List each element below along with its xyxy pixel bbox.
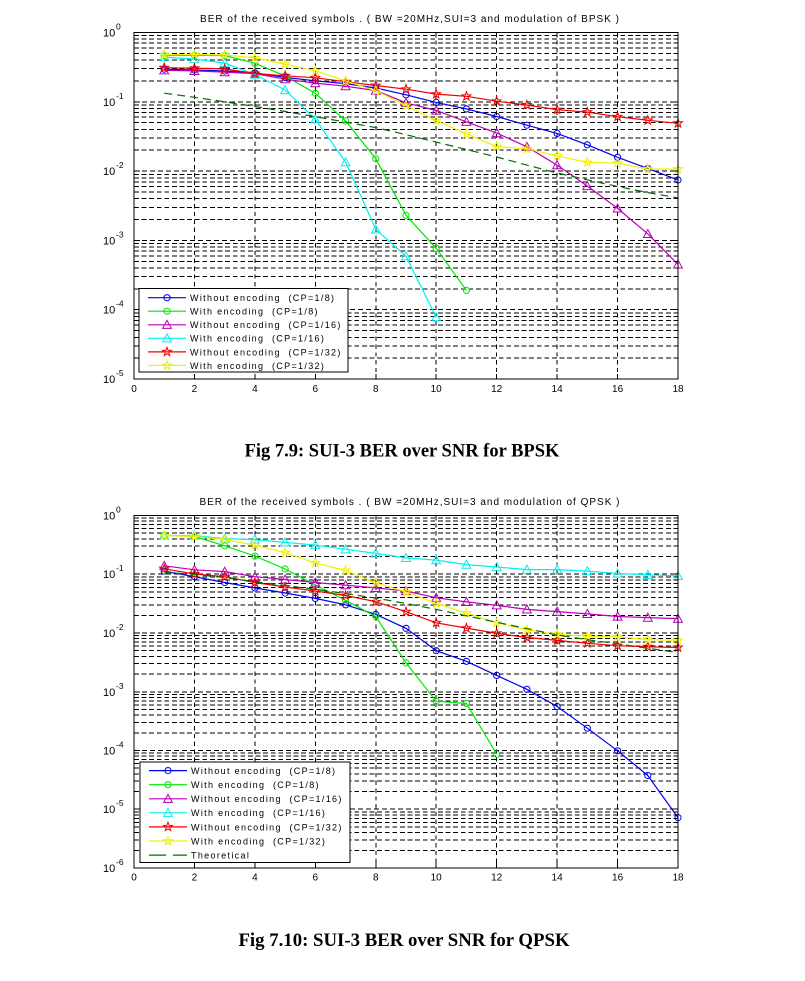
svg-text:10: 10 bbox=[103, 746, 115, 758]
svg-text:-6: -6 bbox=[116, 857, 124, 867]
svg-text:14: 14 bbox=[552, 873, 564, 884]
svg-text:16: 16 bbox=[612, 384, 624, 395]
svg-text:10: 10 bbox=[431, 873, 443, 884]
svg-text:-2: -2 bbox=[116, 622, 124, 632]
svg-text:With encoding (CP=1/32): With encoding (CP=1/32) bbox=[191, 836, 326, 846]
svg-text:-1: -1 bbox=[116, 91, 124, 101]
svg-text:-3: -3 bbox=[116, 229, 124, 239]
svg-text:With encoding (CP=1/32): With encoding (CP=1/32) bbox=[190, 361, 325, 371]
svg-text:Without encoding (CP=1/32): Without encoding (CP=1/32) bbox=[190, 347, 342, 357]
svg-text:6: 6 bbox=[313, 384, 319, 395]
svg-text:BER of the received symbols .: BER of the received symbols . ( BW =20MH… bbox=[200, 14, 620, 25]
svg-text:0: 0 bbox=[131, 384, 137, 395]
svg-text:-1: -1 bbox=[116, 563, 124, 573]
svg-text:Without encoding (CP=1/8): Without encoding (CP=1/8) bbox=[190, 293, 335, 303]
svg-text:With encoding (CP=1/16): With encoding (CP=1/16) bbox=[190, 334, 325, 344]
svg-text:10: 10 bbox=[103, 166, 115, 178]
svg-text:6: 6 bbox=[313, 873, 319, 884]
svg-text:-5: -5 bbox=[116, 798, 124, 808]
svg-text:Without encoding (CP=1/16): Without encoding (CP=1/16) bbox=[191, 794, 343, 804]
svg-text:Fig 7.9: SUI-3 BER over SNR fo: Fig 7.9: SUI-3 BER over SNR for BPSK bbox=[245, 442, 560, 462]
svg-text:10: 10 bbox=[103, 28, 115, 40]
svg-text:-4: -4 bbox=[116, 740, 124, 750]
svg-text:BER of the received symbols .: BER of the received symbols . ( BW =20MH… bbox=[199, 497, 620, 508]
svg-text:8: 8 bbox=[373, 873, 379, 884]
svg-text:Without encoding (CP=1/16): Without encoding (CP=1/16) bbox=[190, 320, 342, 330]
svg-text:12: 12 bbox=[491, 873, 503, 884]
svg-text:12: 12 bbox=[491, 384, 503, 395]
svg-text:16: 16 bbox=[612, 873, 624, 884]
svg-text:4: 4 bbox=[252, 384, 258, 395]
svg-text:Without encoding (CP=1/8): Without encoding (CP=1/8) bbox=[191, 766, 336, 776]
svg-text:-5: -5 bbox=[116, 368, 124, 378]
svg-text:0: 0 bbox=[131, 873, 137, 884]
svg-text:10: 10 bbox=[103, 97, 115, 109]
svg-text:-2: -2 bbox=[116, 160, 124, 170]
svg-text:18: 18 bbox=[672, 384, 684, 395]
svg-text:2: 2 bbox=[192, 384, 198, 395]
svg-text:10: 10 bbox=[103, 687, 115, 699]
svg-text:0: 0 bbox=[116, 22, 121, 32]
svg-text:10: 10 bbox=[103, 374, 115, 386]
svg-text:14: 14 bbox=[552, 384, 564, 395]
svg-text:-4: -4 bbox=[116, 299, 124, 309]
svg-text:10: 10 bbox=[103, 804, 115, 816]
svg-text:10: 10 bbox=[431, 384, 443, 395]
svg-text:10: 10 bbox=[103, 628, 115, 640]
svg-text:Fig 7.10: SUI-3 BER over SNR f: Fig 7.10: SUI-3 BER over SNR for QPSK bbox=[238, 930, 570, 951]
svg-text:10: 10 bbox=[103, 863, 115, 875]
svg-text:8: 8 bbox=[373, 384, 379, 395]
svg-text:10: 10 bbox=[103, 511, 115, 523]
svg-text:4: 4 bbox=[252, 873, 258, 884]
svg-text:10: 10 bbox=[103, 305, 115, 317]
svg-text:With encoding (CP=1/16): With encoding (CP=1/16) bbox=[191, 808, 326, 818]
svg-text:-3: -3 bbox=[116, 681, 124, 691]
svg-text:18: 18 bbox=[672, 873, 684, 884]
svg-text:Without encoding (CP=1/32): Without encoding (CP=1/32) bbox=[191, 822, 343, 832]
svg-text:0: 0 bbox=[116, 505, 121, 515]
svg-text:With encoding (CP=1/8): With encoding (CP=1/8) bbox=[190, 307, 319, 317]
svg-text:Theoretical: Theoretical bbox=[191, 851, 250, 861]
svg-text:2: 2 bbox=[192, 873, 198, 884]
svg-text:With encoding (CP=1/8): With encoding (CP=1/8) bbox=[191, 780, 320, 790]
svg-text:10: 10 bbox=[103, 235, 115, 247]
svg-text:10: 10 bbox=[103, 569, 115, 581]
